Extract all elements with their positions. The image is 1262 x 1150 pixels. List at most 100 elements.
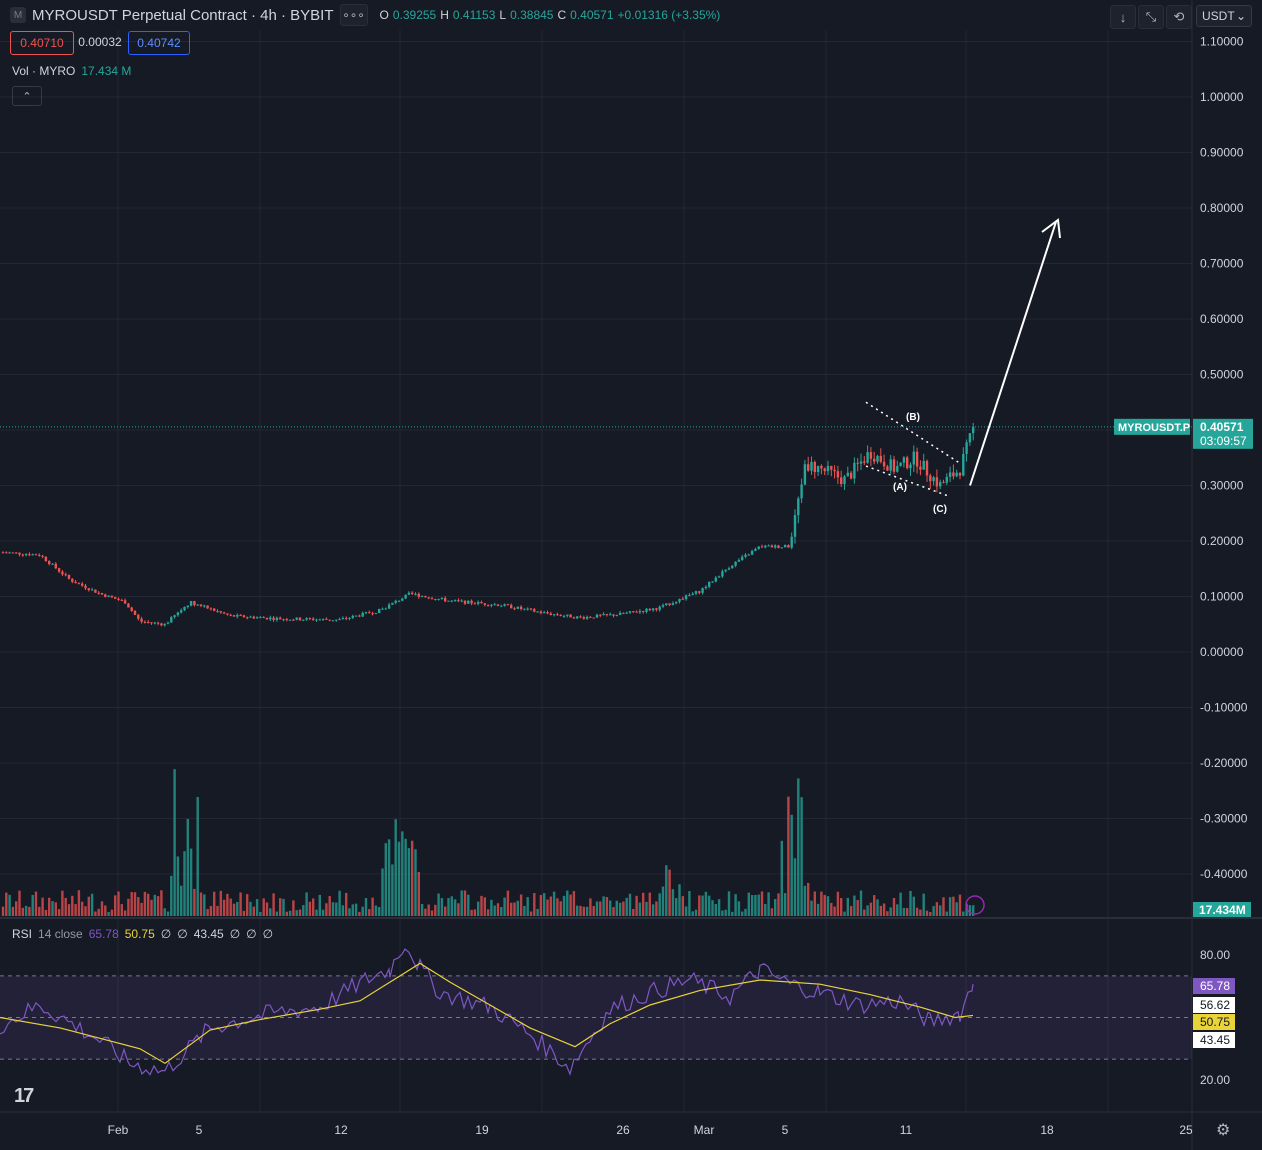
candle-body-6 bbox=[21, 554, 24, 556]
volume-bar-67 bbox=[222, 899, 226, 916]
volume-bar-79 bbox=[262, 898, 265, 916]
volume-tag-label: 17.434M bbox=[1199, 903, 1246, 917]
candle-body-223 bbox=[737, 560, 741, 562]
volume-bar-285 bbox=[942, 897, 945, 916]
wave-label-2: (C) bbox=[933, 504, 947, 515]
volume-bar-160 bbox=[529, 911, 533, 916]
time-label-6: 5 bbox=[782, 1123, 789, 1137]
volume-bar-236 bbox=[780, 840, 783, 916]
currency-select[interactable]: USDT ⌄ bbox=[1196, 5, 1252, 27]
volume-bar-291 bbox=[962, 911, 965, 916]
candle-body-169 bbox=[559, 615, 562, 617]
rsi-ma-line bbox=[0, 962, 974, 1065]
candle-body-156 bbox=[516, 606, 519, 609]
more-options-button[interactable]: ∘∘∘ bbox=[339, 4, 368, 26]
candle-body-157 bbox=[519, 606, 523, 610]
candle-body-126 bbox=[417, 593, 420, 597]
volume-bar-23 bbox=[77, 890, 81, 916]
candle-body-159 bbox=[526, 608, 529, 610]
candle-body-70 bbox=[232, 615, 236, 617]
candle-body-137 bbox=[453, 600, 457, 602]
price-tick-label-0: 1.10000 bbox=[1200, 35, 1244, 49]
candle-body-266 bbox=[879, 455, 882, 462]
volume-bar-53 bbox=[176, 856, 180, 916]
rsi-legend-n5: ∅ bbox=[262, 927, 274, 941]
candle-body-153 bbox=[506, 604, 510, 606]
volume-bar-287 bbox=[948, 897, 952, 916]
volume-bar-227 bbox=[750, 894, 754, 916]
volume-bar-129 bbox=[427, 904, 430, 916]
volume-bar-15 bbox=[51, 901, 54, 916]
candle-body-203 bbox=[671, 603, 675, 606]
candle-body-94 bbox=[312, 618, 315, 621]
candle-body-29 bbox=[97, 592, 100, 594]
candle-body-87 bbox=[288, 619, 292, 621]
candle-body-294 bbox=[972, 427, 975, 434]
time-label-1: 5 bbox=[196, 1123, 203, 1137]
candle-body-193 bbox=[638, 610, 642, 613]
candle-body-230 bbox=[760, 546, 764, 548]
collapse-legend-button[interactable]: ⌃ bbox=[12, 86, 42, 106]
candle-body-189 bbox=[625, 612, 628, 614]
volume-bar-110 bbox=[364, 898, 368, 916]
candle-body-268 bbox=[886, 466, 889, 471]
volume-bar-159 bbox=[526, 897, 529, 916]
candle-body-112 bbox=[371, 613, 374, 615]
candle-body-105 bbox=[348, 617, 351, 619]
download-icon[interactable]: ↓ bbox=[1110, 5, 1136, 29]
volume-bar-178 bbox=[589, 898, 592, 916]
volume-bar-107 bbox=[354, 903, 358, 916]
symbol-title[interactable]: MYROUSDT Perpetual Contract · 4h · BYBIT bbox=[32, 6, 334, 24]
volume-bar-155 bbox=[513, 902, 516, 916]
volume-bar-90 bbox=[298, 909, 302, 916]
volume-bar-77 bbox=[255, 899, 259, 916]
candle-body-212 bbox=[701, 588, 704, 593]
price-tick-label-5: 0.60000 bbox=[1200, 312, 1244, 326]
candle-body-253 bbox=[836, 471, 840, 478]
sell-price-button[interactable]: 0.40710 bbox=[10, 31, 74, 55]
candle-body-171 bbox=[566, 614, 569, 616]
rsi-lower-tag-label: 43.45 bbox=[1200, 1033, 1230, 1047]
volume-bar-40 bbox=[133, 892, 137, 916]
volume-bar-0 bbox=[1, 906, 5, 916]
volume-bar-156 bbox=[516, 900, 519, 916]
candle-body-32 bbox=[107, 595, 110, 597]
candle-body-163 bbox=[539, 611, 543, 614]
ohlc-readout: O 0.39255 H 0.41153 L 0.38845 C 0.40571 +0.0… bbox=[380, 8, 721, 22]
ohlc-high-key: H bbox=[440, 8, 449, 22]
volume-bar-228 bbox=[754, 894, 757, 916]
volume-bar-103 bbox=[341, 905, 345, 916]
volume-bar-108 bbox=[358, 911, 361, 916]
candle-body-168 bbox=[556, 614, 559, 616]
gear-icon[interactable]: ⚙ bbox=[1216, 1122, 1231, 1139]
candle-body-186 bbox=[615, 615, 618, 617]
volume-bar-199 bbox=[658, 893, 661, 916]
symbol-tag-bg bbox=[1114, 418, 1190, 435]
volume-bar-203 bbox=[671, 889, 675, 916]
candle-body-97 bbox=[321, 618, 325, 620]
volume-bar-165 bbox=[546, 899, 549, 916]
volume-bar-26 bbox=[87, 896, 90, 916]
candle-body-185 bbox=[612, 614, 615, 616]
candle-body-13 bbox=[44, 556, 48, 561]
volume-bar-8 bbox=[28, 906, 31, 916]
buy-price-button[interactable]: 0.40742 bbox=[128, 31, 190, 55]
candle-body-183 bbox=[605, 614, 609, 616]
volume-bar-114 bbox=[378, 907, 381, 916]
fullscreen-icon[interactable]: ⤡ bbox=[1138, 5, 1164, 29]
price-tick-label-10: 0.10000 bbox=[1200, 590, 1244, 604]
candle-body-133 bbox=[440, 597, 444, 599]
volume-bar-51 bbox=[170, 875, 173, 916]
volume-bar-206 bbox=[681, 896, 684, 916]
candle-body-103 bbox=[341, 618, 345, 620]
volume-bar-88 bbox=[292, 900, 295, 916]
rsi-legend: RSI 14 close 65.78 50.75 ∅ ∅ 43.45 ∅ ∅ ∅ bbox=[12, 927, 273, 941]
candle-body-259 bbox=[856, 462, 859, 464]
volume-bar-5 bbox=[18, 890, 21, 916]
volume-bar-267 bbox=[882, 903, 886, 916]
volume-bar-179 bbox=[592, 906, 595, 916]
candle-body-46 bbox=[153, 622, 156, 624]
snapshot-icon[interactable]: ⟲ bbox=[1166, 5, 1192, 29]
candle-body-79 bbox=[262, 617, 265, 619]
